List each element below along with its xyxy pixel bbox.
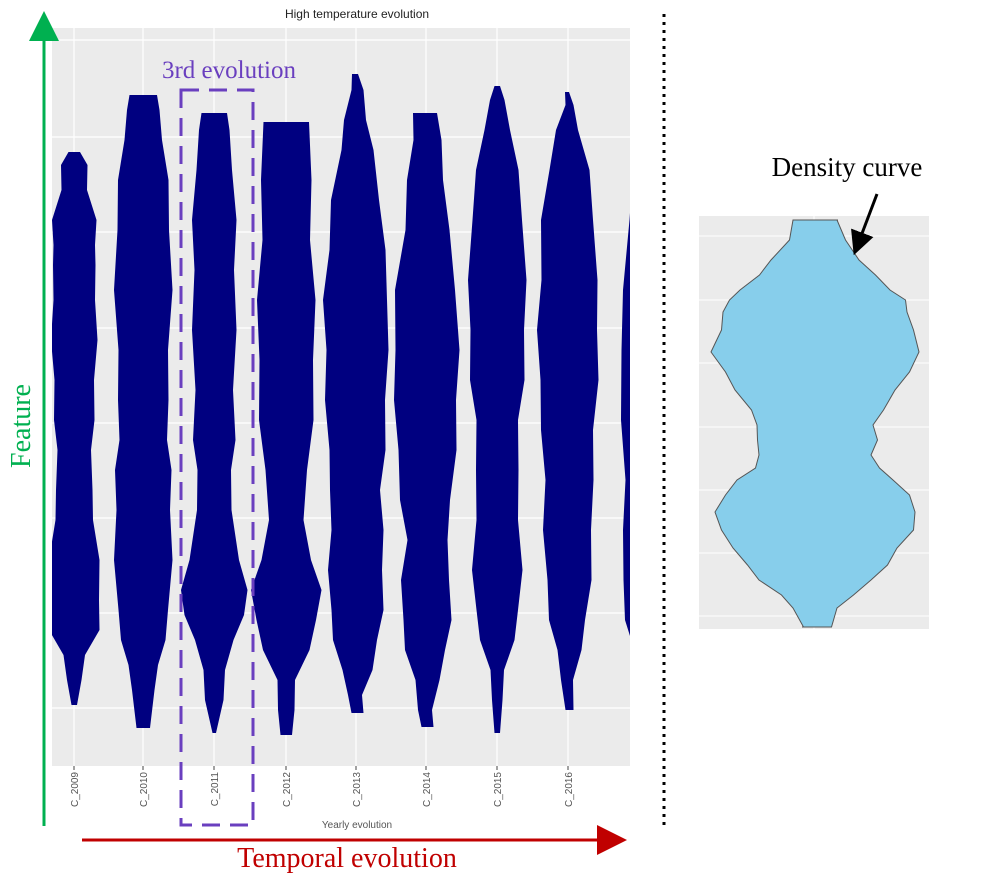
chart-title: High temperature evolution [285, 7, 429, 21]
main-violin-chart: High temperature evolution C_2009 C_2010 C… [52, 7, 630, 831]
x-tick-label: C_2011 [210, 772, 221, 807]
violin-c-2010 [114, 95, 173, 728]
temporal-axis-label: Temporal evolution [237, 843, 457, 874]
violins [52, 74, 630, 735]
x-tick-label: C_2014 [422, 772, 433, 807]
x-tick-label: C_2013 [352, 772, 363, 807]
violin-c-2016 [537, 92, 599, 710]
x-tick-label: C_2016 [564, 772, 575, 807]
density-arrow [851, 193, 879, 256]
violin-c-2013 [323, 74, 389, 713]
violin-c-2014 [394, 113, 460, 727]
violin-c-2012 [251, 122, 322, 735]
x-tick-labels: C_2009 C_2010 C_2011 C_2012 C_2013 C_2014 C_20… [70, 766, 575, 807]
x-axis-label: Yearly evolution [322, 820, 392, 831]
violin-c-2015 [468, 86, 527, 733]
violin-c-2009 [52, 152, 100, 705]
violin-partial [621, 212, 630, 636]
x-tick-label: C_2009 [70, 772, 81, 807]
feature-axis-label: Feature [6, 384, 37, 468]
x-tick-label: C_2010 [139, 772, 150, 807]
highlight-label: 3rd evolution [162, 57, 297, 84]
violin-c-2011 [181, 113, 248, 733]
x-tick-label: C_2015 [493, 772, 504, 807]
density-label: Density curve [772, 152, 923, 182]
density-violin [710, 219, 920, 628]
density-inset-chart [699, 216, 929, 629]
x-tick-label: C_2012 [282, 772, 293, 807]
highlight-box [179, 88, 255, 827]
